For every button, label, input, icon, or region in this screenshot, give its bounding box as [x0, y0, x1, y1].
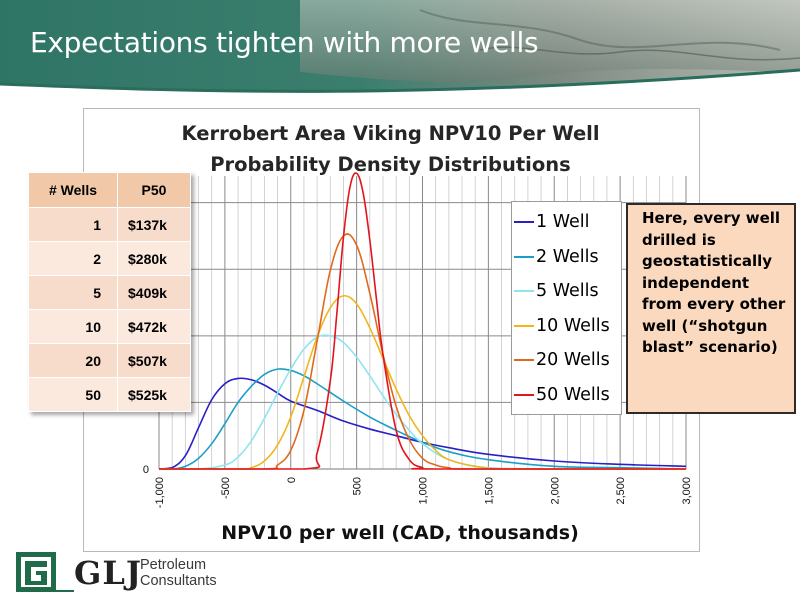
series-line-2-wells — [159, 368, 687, 470]
legend-swatch — [514, 393, 534, 396]
x-tick-label: -500 — [220, 477, 232, 499]
x-tick-label: 0 — [286, 477, 298, 483]
table-row: 5 $409k — [28, 275, 191, 310]
legend-item: 20 Wells — [512, 343, 621, 378]
scenario-note: Here, every well drilled is geostatistic… — [626, 203, 796, 414]
table-cell-wells: 5 — [28, 275, 118, 310]
logo-subtitle-line1: Petroleum — [140, 557, 207, 573]
table-row: 20 $507k — [28, 343, 191, 378]
table-cell-p50: $137k — [117, 207, 191, 242]
slide-title: Expectations tighten with more wells — [30, 26, 539, 59]
table-cell-p50: $472k — [117, 309, 191, 344]
legend-label: 20 Wells — [536, 350, 610, 371]
table-cell-wells: 1 — [28, 207, 118, 242]
glj-logo-mark — [16, 552, 74, 592]
x-tick-label: 2,000 — [549, 477, 561, 505]
legend-item: 5 Wells — [512, 274, 621, 309]
legend-item: 2 Wells — [512, 240, 621, 275]
legend-swatch — [514, 255, 534, 258]
legend-label: 2 Wells — [536, 246, 599, 267]
table-cell-p50: $507k — [117, 343, 191, 378]
x-tick-label: 500 — [352, 477, 364, 495]
x-tick-label: 3,000 — [681, 477, 693, 505]
table-cell-wells: 2 — [28, 241, 118, 276]
chart-title-block: Kerrobert Area Viking NPV10 Per Well Pro… — [83, 118, 698, 180]
legend-item: 50 Wells — [512, 378, 621, 413]
table-row: 10 $472k — [28, 309, 191, 344]
x-tick-label: 1,000 — [418, 477, 430, 505]
legend-label: 1 Well — [536, 212, 590, 233]
legend-item: 1 Well — [512, 205, 621, 240]
table-header-wells: # Wells — [28, 172, 118, 208]
logo-wordmark: GLJ — [74, 554, 142, 592]
p50-table: # Wells P50 1 $137k 2 $280k 5 $409k 10 $… — [28, 172, 191, 412]
chart-title: Kerrobert Area Viking NPV10 Per Well — [181, 122, 600, 145]
chart-legend: 1 Well 2 Wells 5 Wells 10 Wells 20 Wells 50 W… — [511, 201, 622, 415]
table-cell-p50: $525k — [117, 377, 191, 412]
table-cell-wells: 10 — [28, 309, 118, 344]
series-line-10-wells — [159, 294, 686, 470]
table-row: 2 $280k — [28, 241, 191, 276]
legend-swatch — [514, 221, 534, 224]
table-row: 1 $137k — [28, 207, 191, 242]
header-banner — [0, 0, 800, 102]
table-row: 50 $525k — [28, 377, 191, 412]
legend-swatch — [514, 290, 534, 293]
legend-label: 5 Wells — [536, 281, 599, 302]
series-line-20-wells — [159, 233, 686, 470]
table-header-row: # Wells P50 — [28, 172, 191, 208]
legend-label: 10 Wells — [536, 315, 610, 336]
logo-subtitle-line2: Consultants — [140, 573, 217, 589]
legend-swatch — [514, 359, 534, 362]
chart-subtitle: Probability Density Distributions — [210, 153, 571, 176]
legend-item: 10 Wells — [512, 309, 621, 344]
x-tick-label: 1,500 — [483, 477, 495, 505]
series-line-50-wells — [159, 172, 686, 470]
table-header-p50: P50 — [117, 172, 191, 208]
y-tick-label: 0 — [143, 464, 149, 476]
series-line-1-well — [158, 377, 687, 470]
table-cell-wells: 50 — [28, 377, 118, 412]
x-tick-label: -1,000 — [154, 477, 166, 508]
legend-label: 50 Wells — [536, 384, 610, 405]
x-tick-label: 2,500 — [615, 477, 627, 505]
logo-subtitle: Petroleum Consultants — [140, 557, 217, 589]
table-cell-wells: 20 — [28, 343, 118, 378]
table-cell-p50: $409k — [117, 275, 191, 310]
table-cell-p50: $280k — [117, 241, 191, 276]
x-axis-label: NPV10 per well (CAD, thousands) — [221, 522, 579, 544]
legend-swatch — [514, 324, 534, 327]
